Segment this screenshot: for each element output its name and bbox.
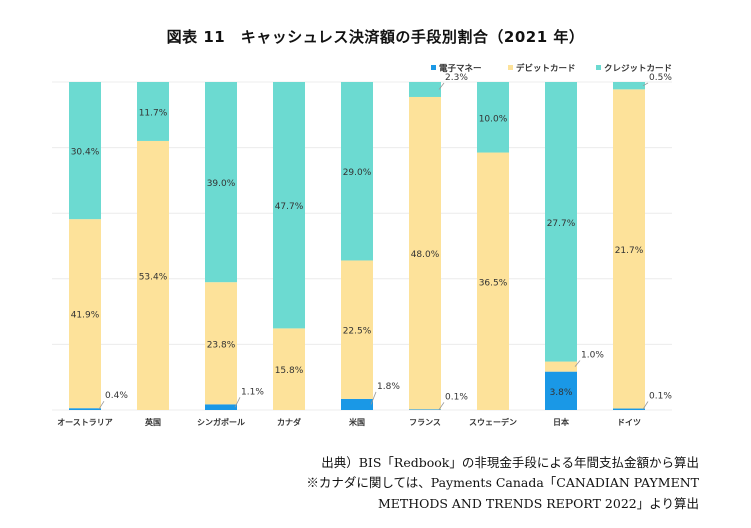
legend: 電子マネー デビットカード クレジットカード [431,63,672,74]
leader-line [98,400,105,410]
category-label: 英国 [144,417,161,427]
data-label: 0.5% [649,73,672,83]
source-note-3: METHODS AND TRENDS REPORT 2022」より算出 [377,496,699,511]
bar-credit [205,82,237,283]
bar-debit [137,140,169,410]
data-label: 3.8% [550,388,573,398]
bar-credit [341,82,373,261]
category-label: ドイツ [617,418,641,427]
data-label: 2.3% [445,73,468,83]
bar-debit [69,219,101,409]
legend-label: 電子マネー [439,63,482,74]
source-note-2: ※カナダに関しては、Payments Canada「CANADIAN PAYME… [306,475,699,490]
data-label: 53.4% [139,272,168,282]
data-label: 1.0% [581,351,604,361]
bar-debit [273,328,305,410]
data-label: 10.0% [479,114,508,124]
bar-debit [477,152,509,410]
bars [69,82,645,410]
data-label: 21.7% [615,246,644,256]
bar-debit [545,361,577,372]
stacked-bar-chart: 0.4% 41.9% 30.4% 53.4% 11.7% 1.1% 23.8% 39.0% 15… [52,63,673,427]
legend-swatch [508,65,513,70]
category-label: 米国 [348,417,365,427]
category-label: シンガポール [197,417,245,427]
bar-credit [545,82,577,362]
data-label: 0.1% [649,392,672,402]
data-label: 36.5% [479,278,508,288]
leader-line [370,391,377,405]
data-label: 27.7% [547,219,576,229]
bar-credit [477,82,509,153]
leader-line [438,82,445,90]
bar-emoney [69,408,101,410]
leader-line [234,397,241,408]
bar-debit [613,89,645,409]
bar-debit [205,282,237,405]
data-label: 29.0% [343,168,372,178]
data-label: 1.8% [377,382,400,392]
data-label: 15.8% [275,366,304,376]
data-label: 0.1% [445,392,468,402]
data-label: 22.5% [343,327,372,337]
bar-credit [409,82,441,97]
leader-line [642,82,649,87]
category-label: フランス [409,418,441,427]
leader-line [438,402,445,410]
bar-emoney [613,408,645,410]
legend-swatch [596,65,601,70]
category-label: スウェーデン [469,417,517,427]
category-labels: オーストラリア 英国 シンガポール カナダ 米国 フランス スウェーデン 日本 ドイツ [57,417,641,427]
bar-debit [409,96,441,410]
data-label: 41.9% [71,311,100,321]
bar-emoney [545,371,577,410]
bar-emoney [205,404,237,410]
leader-line [574,360,581,367]
data-label: 1.1% [241,387,264,397]
leader-lines [98,82,649,410]
legend-label: デビットカード [516,63,576,74]
source-note-1: 出典）BIS「Redbook」の非現金手段による年間支払金額から算出 [321,455,699,470]
category-label: 日本 [553,417,569,427]
data-label: 30.4% [71,148,100,158]
bar-debit [341,260,373,399]
data-label: 11.7% [139,108,168,118]
bar-credit [613,82,645,90]
bar-credit [69,82,101,220]
data-label: 48.0% [411,250,440,260]
bar-emoney [341,398,373,410]
bar-emoney [409,409,441,410]
category-label: オーストラリア [57,418,113,427]
leader-line [642,401,649,410]
data-label: 39.0% [207,179,236,189]
data-label: 47.7% [275,202,304,212]
bar-credit [273,82,305,329]
data-labels: 0.4% 41.9% 30.4% 53.4% 11.7% 1.1% 23.8% 39.0% 15… [71,73,673,402]
data-label: 0.4% [105,391,128,401]
bar-credit [137,82,169,141]
legend-label: クレジットカード [604,63,672,74]
category-label: カナダ [277,417,301,427]
legend-swatch [431,65,436,70]
data-label: 23.8% [207,340,236,350]
chart-title: 図表 11 キャッシュレス決済額の手段別割合（2021 年） [166,28,585,46]
